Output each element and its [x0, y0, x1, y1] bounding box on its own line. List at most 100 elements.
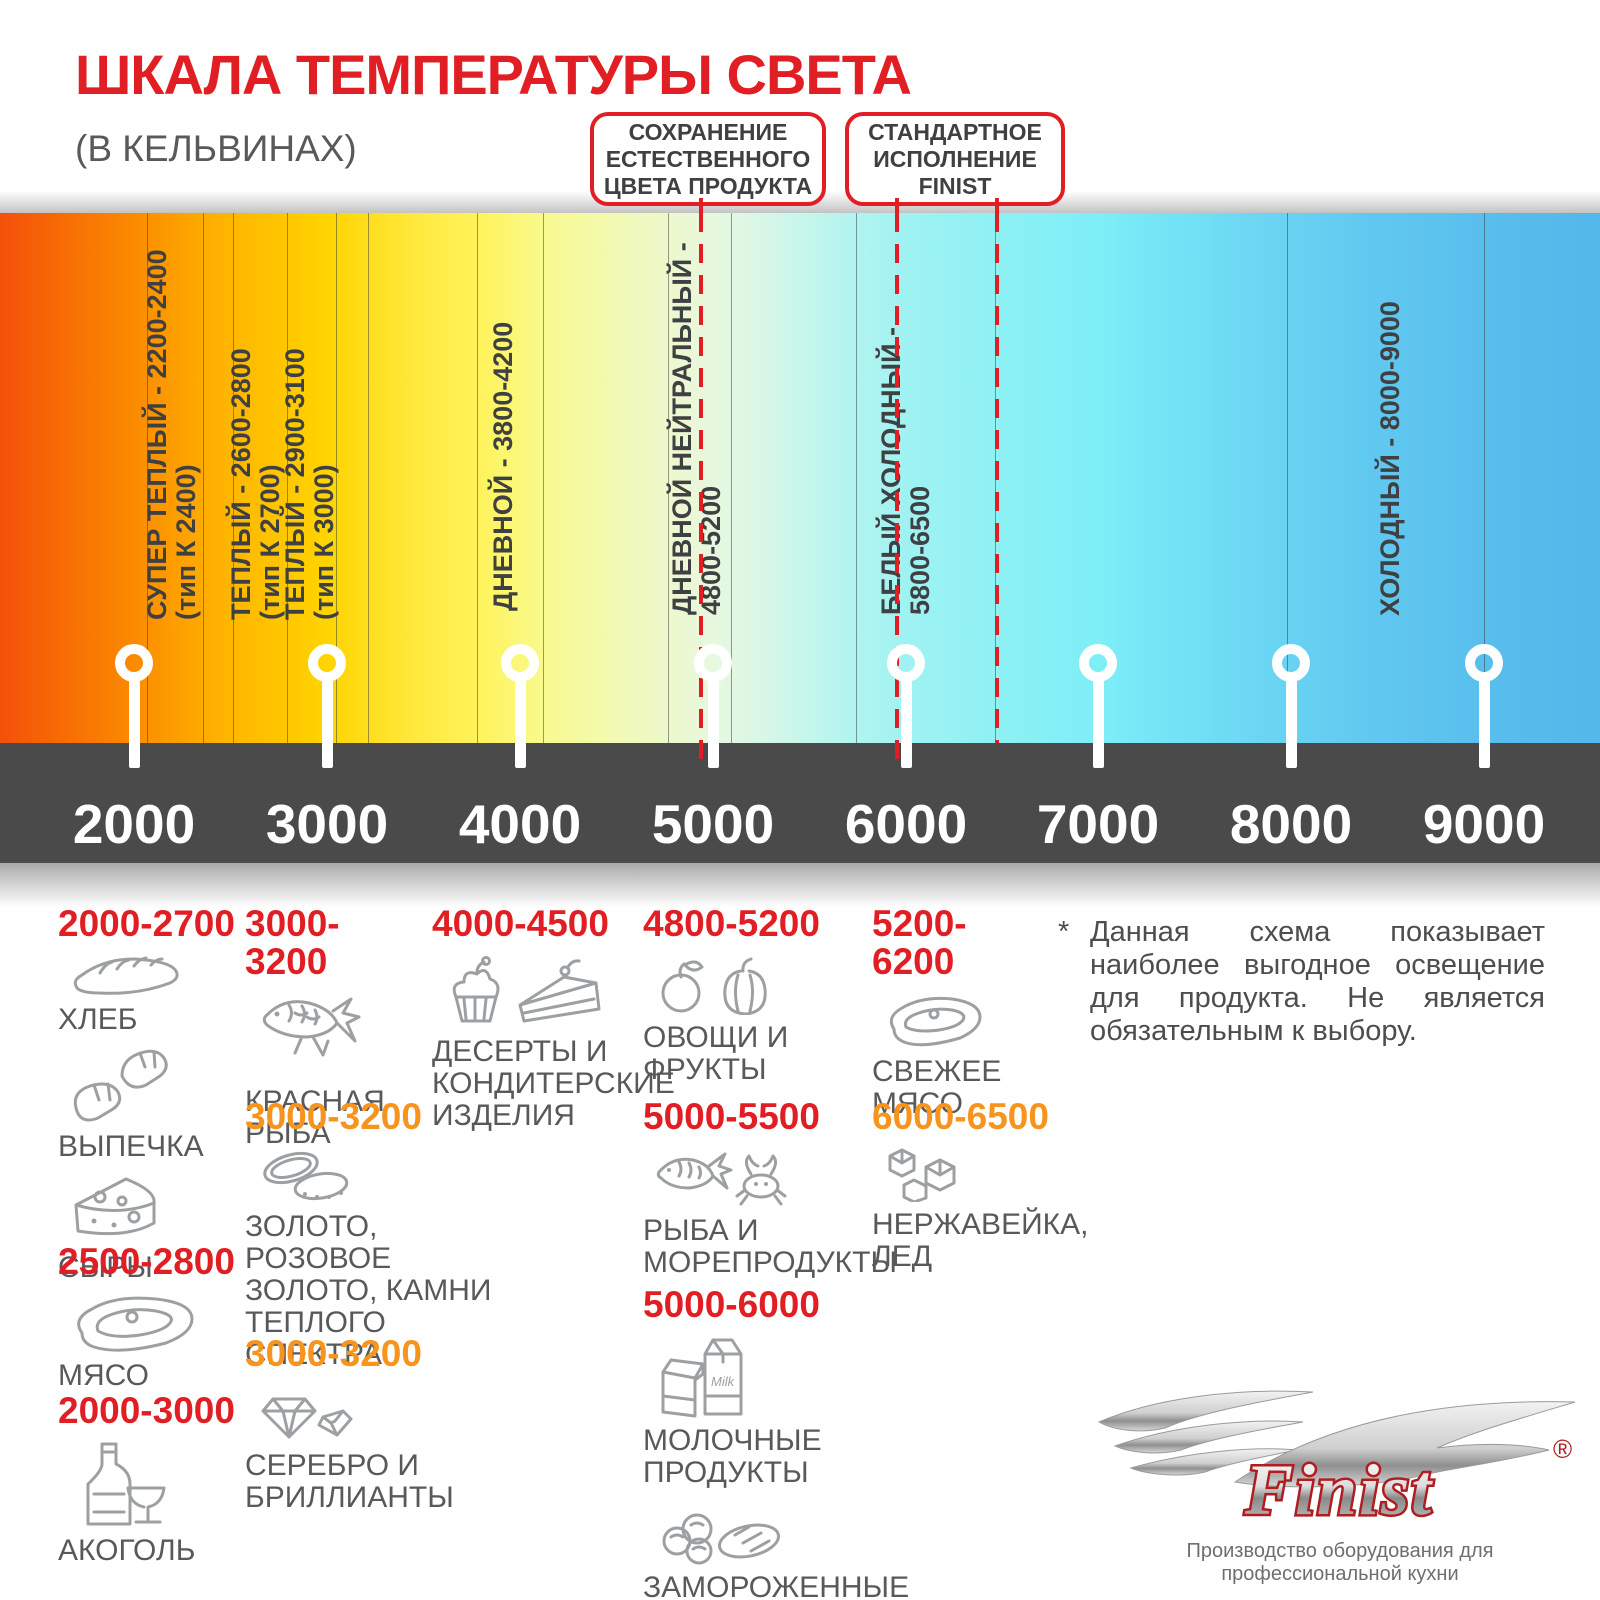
fresh-meat-icon [884, 991, 1022, 1054]
callout-stem [995, 198, 999, 214]
list-item: ВЫПЕЧКА [58, 1046, 243, 1163]
callout-line: СОХРАНЕНИЕ [628, 118, 788, 145]
pin-stem [708, 676, 719, 768]
gold-rings-icon [257, 1146, 495, 1209]
zone-name: БЕЛЫЙ ХОЛОДНЫЙ - [876, 327, 906, 615]
bread-icon [70, 953, 243, 1002]
legend-group-alcohol: 2000-3000 АКОГОЛЬ [58, 1392, 243, 1577]
pin-marker-9000k [1465, 644, 1503, 682]
legend-group-meat: 2500-2800 МЯСО [58, 1243, 243, 1402]
tick-9000: 9000 [1422, 793, 1546, 855]
item-label: ДЕСЕРТЫ И КОНДИТЕРСКИЕ ИЗДЕЛИЯ [432, 1035, 675, 1132]
zone-separator [203, 213, 204, 743]
list-item: Milk МОЛОЧНЫЕ ПРОДУКТЫ [643, 1334, 943, 1489]
vegetables-icon [655, 953, 833, 1020]
footnote-marker: * [1058, 916, 1070, 948]
zone-separator [368, 213, 369, 743]
pastry-icon [70, 1046, 243, 1129]
pin-marker-3000k [308, 644, 346, 682]
zone-label-daylight: ДНЕВНОЙ - 3800-4200 [488, 321, 518, 611]
meat-icon [70, 1291, 243, 1358]
list-item: АКОГОЛЬ [58, 1440, 243, 1567]
item-label: ЗАМОРОЖЕННЫЕ ПОЛУФАБРИКАТЫ [643, 1571, 910, 1600]
svg-text:Milk: Milk [711, 1374, 736, 1389]
zone-label-white-cold: БЕЛЫЙ ХОЛОДНЫЙ - 5800-6500 [876, 327, 935, 615]
callout-natural-color: СОХРАНЕНИЕ ЕСТЕСТВЕННОГО ЦВЕТА ПРОДУКТА [590, 112, 826, 206]
legend-group-fresh-meat: 5200-6200 СВЕЖЕЕ МЯСО [872, 905, 1022, 1130]
red-fish-icon [257, 991, 415, 1084]
callout-finist-standard: СТАНДАРТНОЕ ИСПОЛНЕНИЕ FINIST [845, 112, 1065, 206]
callout-line: ЕСТЕСТВЕННОГО [605, 145, 811, 172]
zone-separator [668, 213, 669, 743]
zone-name: ТЕПЛЫЙ - 2600-2800 [226, 348, 256, 620]
item-label: КРАСНАЯ РЫБА [245, 1085, 385, 1150]
axis-band [0, 743, 1600, 863]
page-subtitle: (В КЕЛЬВИНАХ) [75, 128, 357, 169]
range-label: 2000-3000 [58, 1390, 235, 1431]
item-label: МОЛОЧНЫЕ ПРОДУКТЫ [643, 1424, 822, 1489]
legend-group-bread: 2000-2700 ХЛЕБ ВЫПЕЧКА [58, 905, 243, 1294]
list-item: СВЕЖЕЕ МЯСО [872, 991, 1022, 1120]
legend-group-seafood: 5000-5500 РЫБА И МОРЕПРОДУКТЫ [643, 1096, 897, 1289]
seafood-icon [655, 1146, 858, 1213]
kelvin-gradient-band [0, 213, 1600, 743]
pin-stem [1479, 676, 1490, 768]
legend-group-stainless-ice: 6000-6500 НЕРЖАВЕЙКА, ЛЕД [872, 1098, 1088, 1283]
list-item: ХЛЕБ [58, 953, 243, 1036]
pin-stem [129, 676, 140, 768]
dessert-icon [444, 953, 642, 1034]
item-label: ЗОЛОТО, РОЗОВОЕ ЗОЛОТО, КАМНИ ТЕПЛОГО СП… [245, 1210, 492, 1371]
list-item: СЕРЕБРО И БРИЛЛИАНТЫ [245, 1383, 475, 1514]
item-label: ОВОЩИ И ФРУКТЫ [643, 1021, 789, 1086]
milk-icon: Milk [655, 1334, 943, 1423]
list-item: МЯСО [58, 1291, 243, 1392]
zone-separator [856, 213, 857, 743]
pin-stem [901, 676, 912, 768]
callout-stem [699, 198, 703, 214]
callout-line: ЦВЕТА ПРОДУКТА [603, 172, 813, 199]
zone-separator [1287, 213, 1288, 743]
logo-brand-text: Finist [1244, 1450, 1433, 1530]
item-label: ХЛЕБ [58, 1003, 138, 1036]
item-label: АКОГОЛЬ [58, 1534, 196, 1567]
zone-name: ДНЕВНОЙ НЕЙТРАЛЬНЫЙ - [667, 242, 697, 615]
zone-type: 5800-6500 [905, 485, 935, 615]
finist-logo: Finist ® [1085, 1380, 1595, 1570]
tick-5000: 5000 [651, 793, 775, 855]
zone-separator [543, 213, 544, 743]
zone-separator [336, 213, 337, 743]
dashed-line-6500k [995, 213, 999, 743]
range-label: 5000-5500 [643, 1096, 820, 1137]
range-label: 5200-6200 [872, 903, 967, 982]
zone-label-daylight-neutral: ДНЕВНОЙ НЕЙТРАЛЬНЫЙ - 4800-5200 [667, 242, 726, 615]
legend-group-gold: 3000-3200 ЗОЛОТО, РОЗОВОЕ ЗОЛОТО, КАМНИ … [245, 1098, 495, 1381]
pin-marker-8000k [1272, 644, 1310, 682]
range-label: 4800-5200 [643, 903, 820, 944]
item-label: СВЕЖЕЕ МЯСО [872, 1055, 1002, 1120]
pin-marker-6000k [887, 644, 925, 682]
pin-stem [322, 676, 333, 768]
list-item: ЗОЛОТО, РОЗОВОЕ ЗОЛОТО, КАМНИ ТЕПЛОГО СП… [245, 1146, 495, 1371]
zone-label-super-warm: СУПЕР ТЕПЛЫЙ - 2200-2400 (тип К 2400) [142, 249, 201, 620]
legend-group-vegetables: 4800-5200 ОВОЩИ И ФРУКТЫ [643, 905, 833, 1096]
zone-label-cold: ХОЛОДНЫЙ - 8000-9000 [1375, 301, 1405, 616]
range-label: 2500-2800 [58, 1241, 235, 1282]
zone-separator [477, 213, 478, 743]
pin-stem [1093, 676, 1104, 768]
zone-label-warm-3000: ТЕПЛЫЙ - 2900-3100 (тип К 3000) [280, 348, 339, 620]
zone-label-warm-2700: ТЕПЛЫЙ - 2600-2800 (тип К 2700) [226, 348, 285, 620]
cheese-icon [70, 1173, 243, 1250]
pin-marker-2000k [115, 644, 153, 682]
ice-icon [884, 1146, 1067, 1207]
pin-marker-4000k [501, 644, 539, 682]
item-label: СЕРЕБРО И БРИЛЛИАНТЫ [245, 1449, 454, 1514]
zone-name: ДНЕВНОЙ - 3800-4200 [488, 321, 518, 611]
dashed-line-6000k [895, 213, 899, 770]
legend-group-dairy-frozen: 5000-6000 Milk МОЛОЧНЫЕ ПРОДУКТЫ [643, 1286, 943, 1600]
tick-7000: 7000 [1036, 793, 1160, 855]
item-label: ВЫПЕЧКА [58, 1130, 204, 1163]
list-item: ОВОЩИ И ФРУКТЫ [643, 953, 833, 1086]
zone-type: (тип К 3000) [309, 464, 339, 620]
list-item: РЫБА И МОРЕПРОДУКТЫ [643, 1146, 897, 1279]
